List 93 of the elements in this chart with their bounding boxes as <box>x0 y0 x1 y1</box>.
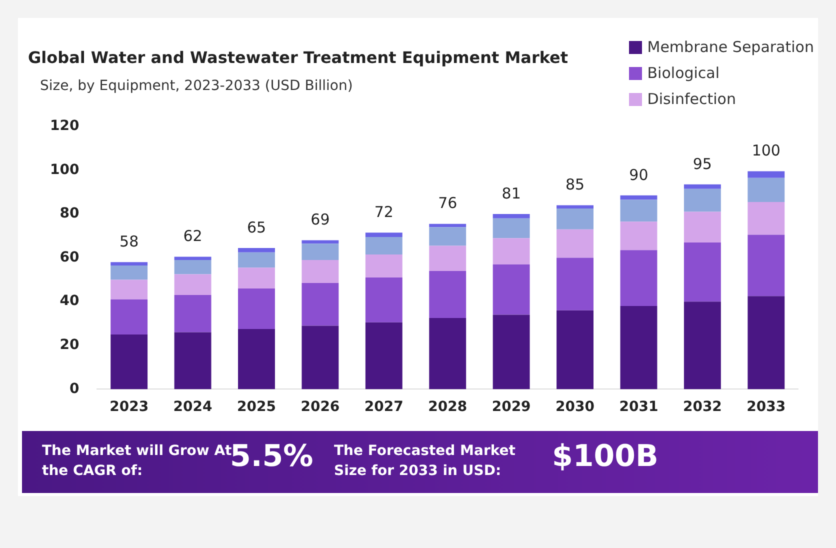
bar <box>238 268 275 288</box>
x-tick-label: 2031 <box>619 399 658 416</box>
bar <box>748 234 785 296</box>
bar <box>429 224 466 228</box>
x-tick-label: 2024 <box>173 399 213 416</box>
bar <box>110 334 148 390</box>
bar <box>110 280 148 300</box>
y-tick-label: 120 <box>50 118 80 134</box>
bar <box>429 246 466 271</box>
x-tick-label: 2026 <box>300 399 340 416</box>
x-tick-label: 2032 <box>682 399 722 416</box>
bar <box>365 254 402 278</box>
bar <box>748 171 785 178</box>
x-tick-label: 2028 <box>428 399 468 416</box>
x-tick-label: 2023 <box>110 399 149 416</box>
bar <box>429 318 466 390</box>
bar <box>302 326 339 390</box>
bar <box>492 264 530 315</box>
x-tick-label: 2030 <box>556 399 595 416</box>
bar <box>238 248 275 252</box>
text: $100B <box>552 439 658 474</box>
total-label: 72 <box>374 203 394 222</box>
bar <box>110 265 148 280</box>
bar <box>492 238 530 264</box>
bar <box>174 260 212 274</box>
total-label: 76 <box>438 194 458 212</box>
bar <box>302 240 339 244</box>
y-tick-label: 80 <box>60 206 80 222</box>
bar <box>748 178 785 202</box>
total-label: 69 <box>310 210 330 229</box>
text: The Forecasted Market Size for 2033 in USD: <box>334 442 516 481</box>
legend-label: Membrane Separation <box>647 38 814 56</box>
y-tick-label: 40 <box>60 293 80 310</box>
y-tick-label: 100 <box>50 162 80 178</box>
bar <box>492 314 530 390</box>
bar <box>684 184 721 189</box>
total-label: 85 <box>565 176 585 194</box>
total-label: 65 <box>246 218 266 236</box>
bar <box>620 222 658 250</box>
bar <box>620 200 658 222</box>
total-label: 62 <box>183 227 202 246</box>
total-label: 90 <box>629 166 648 184</box>
bar <box>684 302 721 390</box>
bar <box>174 274 212 296</box>
bar <box>556 229 594 258</box>
bar <box>556 258 594 310</box>
bar <box>110 299 148 334</box>
bar <box>238 252 275 268</box>
bar <box>174 295 212 332</box>
bar <box>556 310 594 390</box>
bar <box>748 202 785 235</box>
x-tick-label: 2029 <box>492 399 531 416</box>
bar <box>429 270 466 318</box>
bar <box>238 288 275 329</box>
legend-label: Biological <box>647 64 720 82</box>
x-tick-label: 2027 <box>364 399 404 416</box>
bar <box>492 218 530 238</box>
bar <box>748 296 785 390</box>
bar <box>684 188 721 212</box>
bar <box>620 306 658 390</box>
bar <box>492 214 530 218</box>
x-tick-label: 2025 <box>237 399 276 416</box>
bar <box>684 212 721 242</box>
bar <box>110 262 148 266</box>
bar <box>302 282 339 326</box>
y-tick-label: 20 <box>60 337 80 354</box>
bar <box>238 328 275 390</box>
bar <box>365 232 402 237</box>
text: The Market will Grow At the CAGR of: <box>42 442 232 481</box>
bar <box>620 250 658 306</box>
total-label: 100 <box>752 142 780 160</box>
total-label: 95 <box>692 154 712 173</box>
y-tick-label: 60 <box>60 249 80 266</box>
bar <box>620 195 658 200</box>
text: 5.5% <box>230 439 314 474</box>
bar <box>556 208 594 230</box>
bar <box>174 256 212 260</box>
bar <box>174 332 212 390</box>
bar <box>365 236 402 255</box>
y-tick-label: 0 <box>69 380 80 397</box>
bar <box>365 278 402 322</box>
x-tick-label: 2033 <box>746 399 786 416</box>
bar <box>556 205 594 209</box>
chart-title: Global Water and Wastewater Treatment Equipment Market <box>28 48 568 67</box>
total-label: 58 <box>120 232 139 251</box>
bar <box>302 244 339 260</box>
bar <box>302 260 339 283</box>
bar <box>429 227 466 246</box>
legend-label: Disinfection <box>647 90 736 108</box>
bar <box>365 322 402 390</box>
bar <box>684 242 721 302</box>
chart-subtitle: Size, by Equipment, 2023-2033 (USD Billion) <box>40 78 353 94</box>
total-label: 81 <box>502 184 521 202</box>
